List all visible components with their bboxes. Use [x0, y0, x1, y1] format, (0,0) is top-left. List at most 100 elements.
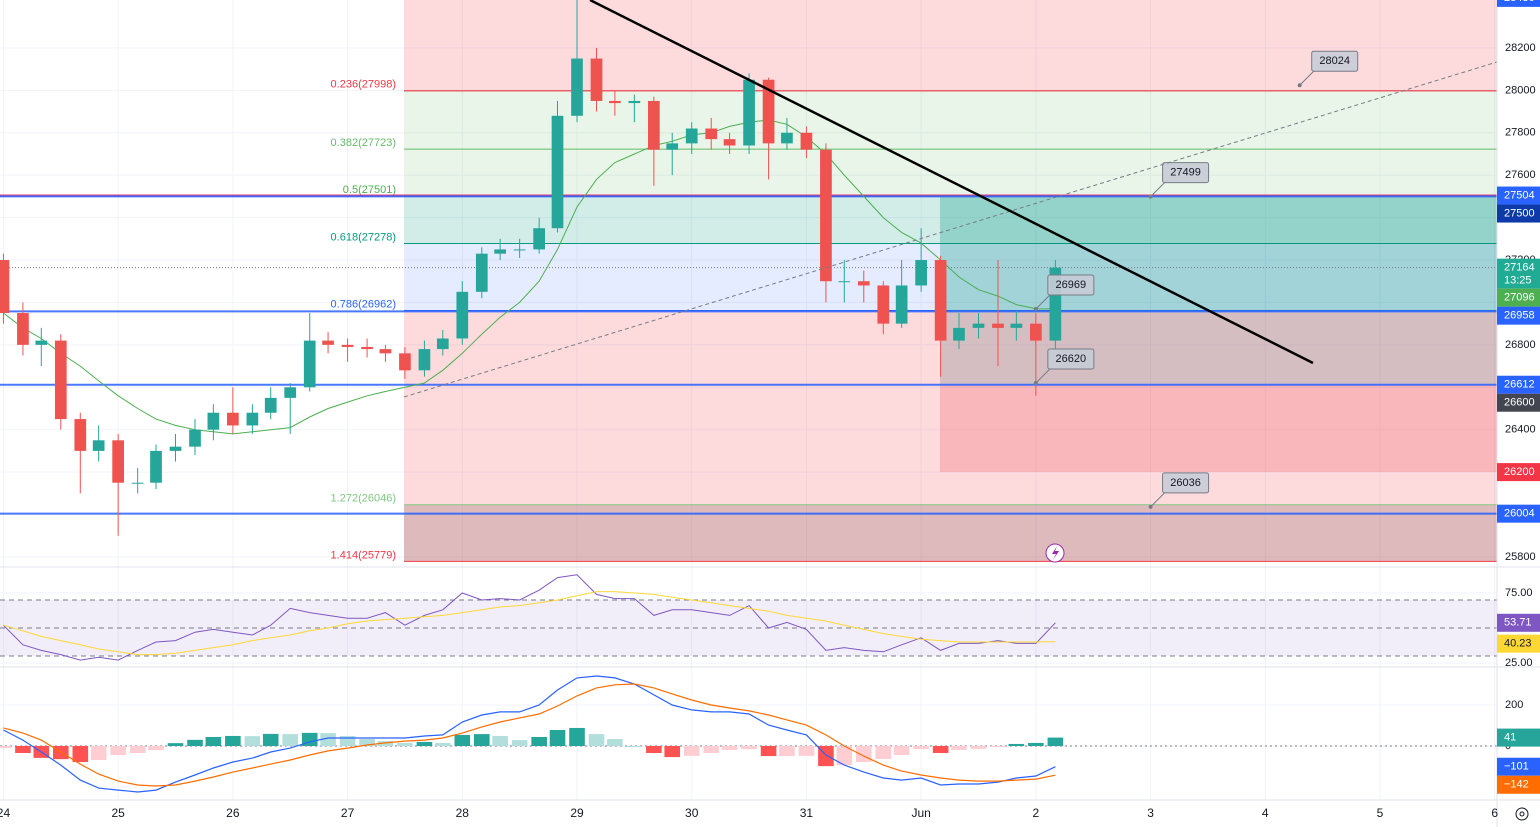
histogram-bar	[110, 746, 126, 756]
candle-body	[322, 340, 334, 345]
histogram-bar	[225, 735, 241, 747]
histogram-bar	[1008, 743, 1025, 747]
histogram-bar	[15, 746, 31, 753]
histogram-bar	[836, 746, 853, 766]
histogram-bar	[1028, 742, 1044, 747]
price-tag-label: −142	[1504, 779, 1529, 791]
fib-label: 0.382(27723)	[331, 137, 396, 149]
candle-body	[456, 291, 469, 339]
callout-pointer	[1035, 294, 1051, 310]
fib-label: 1.272(26046)	[331, 493, 396, 505]
candle-body	[723, 139, 736, 146]
trendline	[589, 0, 1314, 365]
callout-anchor	[1033, 307, 1038, 312]
price-tag-box	[1497, 393, 1540, 412]
x-tick-label: 29	[570, 806, 584, 820]
histogram-bar	[492, 735, 508, 747]
candle-body	[781, 132, 793, 144]
price-tag-box	[1497, 613, 1540, 632]
candle-body	[264, 397, 277, 413]
histogram-bar	[569, 727, 585, 747]
candle-body	[934, 260, 947, 341]
callout-label: 26036	[1170, 477, 1201, 489]
candle-body	[551, 115, 564, 229]
histogram-bar	[473, 734, 490, 747]
callout-box	[1311, 50, 1359, 72]
settings-icon[interactable]	[1515, 807, 1529, 821]
candle-body	[820, 149, 832, 282]
candle-body	[246, 412, 259, 426]
price-tag-box	[1497, 728, 1540, 747]
histogram-bar	[129, 746, 146, 753]
candle-body	[571, 58, 583, 116]
callout-anchor	[1148, 504, 1153, 509]
histogram-bar	[664, 746, 681, 758]
price-tag-box	[1497, 204, 1540, 223]
histogram-bar	[855, 746, 872, 763]
histogram-bar	[990, 746, 1006, 748]
x-tick-label: 6	[1491, 806, 1498, 820]
candle-body	[436, 338, 449, 350]
price-tag-box	[1497, 504, 1540, 523]
indicator-line	[3, 591, 1056, 656]
callout-box	[1162, 162, 1210, 184]
histogram-bar	[970, 746, 987, 749]
y-tick-label: 25800	[1505, 551, 1536, 563]
candle-body	[648, 100, 660, 150]
settings-icon-center	[1519, 811, 1525, 817]
histogram-bar	[511, 740, 528, 747]
candle-body	[590, 58, 603, 101]
callout-pointer	[1150, 182, 1165, 197]
candle-body	[628, 100, 641, 104]
callout-box	[1162, 472, 1210, 494]
indicator-line	[3, 574, 1056, 661]
y-tick-label: 28000	[1505, 84, 1536, 96]
x-tick-label: 24	[0, 806, 10, 820]
candle-body	[915, 260, 927, 286]
price-tag-box	[1497, 375, 1540, 394]
price-tag-label: 41	[1504, 731, 1516, 743]
histogram-bar	[607, 739, 623, 747]
price-tag-countdown: 13:25	[1504, 275, 1532, 287]
histogram-bar	[1047, 737, 1064, 747]
price-tag-box	[1497, 463, 1540, 482]
price-tag-box	[1497, 306, 1540, 325]
histogram-bar	[588, 734, 605, 747]
candle-body	[895, 285, 908, 324]
callout-label: 26969	[1056, 279, 1087, 291]
candle-body	[609, 100, 621, 104]
price-tag-box	[1497, 288, 1540, 307]
price-tag-label: −101	[1504, 761, 1529, 773]
x-tick-label: 2	[1033, 806, 1040, 820]
candle-body	[705, 128, 718, 140]
y-tick-label: 75.00	[1505, 587, 1533, 599]
candle-body	[379, 349, 392, 354]
callout-box	[1047, 274, 1095, 296]
histogram-bar	[262, 733, 279, 747]
histogram-bar	[626, 746, 643, 748]
histogram-bar	[760, 746, 777, 757]
price-tag-label: 28436	[1504, 0, 1535, 4]
histogram-bar	[397, 742, 413, 747]
histogram-bar	[416, 741, 433, 747]
dashed-trendline	[403, 61, 1498, 398]
x-tick-label: 26	[226, 806, 240, 820]
histogram-bar	[320, 733, 336, 747]
candle-body	[533, 228, 545, 250]
histogram-bar	[721, 746, 738, 750]
candle-body	[953, 327, 965, 341]
y-tick-label: 25.00	[1505, 657, 1533, 669]
x-tick-label: 25	[111, 806, 125, 820]
callout-box	[1047, 348, 1095, 370]
price-tag-box	[1497, 757, 1540, 776]
candle-body	[972, 323, 985, 328]
fib-label: 1.414(25779)	[331, 549, 396, 561]
histogram-bar	[893, 746, 910, 756]
price-tag-box	[1497, 775, 1540, 794]
candle-body	[131, 482, 144, 484]
histogram-bar	[683, 746, 700, 756]
histogram-bar	[875, 746, 892, 759]
candle-body	[494, 249, 506, 254]
